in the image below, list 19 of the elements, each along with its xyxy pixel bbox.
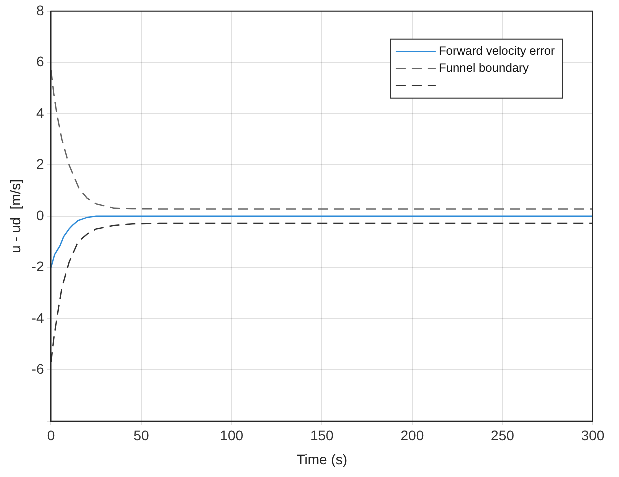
y-tick-label: 2: [36, 156, 44, 172]
y-tick-label: 8: [36, 2, 44, 18]
x-axis-title: Time (s): [296, 451, 348, 468]
legend-label: Funnel boundary: [438, 61, 530, 76]
x-tick-label: 250: [491, 428, 515, 444]
x-tick-label: 150: [310, 428, 334, 444]
y-tick-label: -4: [32, 310, 44, 326]
y-tick-label: 0: [36, 207, 44, 224]
y-tick-label: -2: [32, 258, 44, 275]
y-tick-label: 6: [36, 54, 44, 70]
x-tick-label: 0: [47, 428, 56, 444]
x-tick-label: 100: [220, 428, 244, 444]
y-tick-label: -6: [32, 361, 44, 378]
y-axis-title: u - ud [m/s]: [7, 179, 24, 254]
y-tick-label: 4: [36, 104, 44, 121]
x-tick-label: 200: [400, 428, 424, 444]
x-tick-label: 50: [134, 428, 150, 444]
legend-label: Forward velocity error: [438, 44, 556, 58]
x-tick-label: 300: [581, 428, 605, 444]
